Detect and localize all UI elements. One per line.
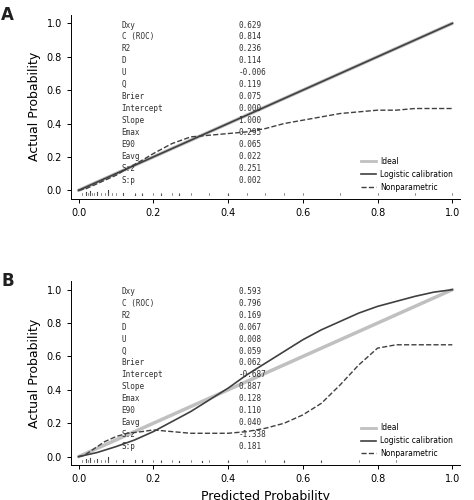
- Text: 0.169: 0.169: [238, 310, 261, 320]
- Y-axis label: Actual Probability: Actual Probability: [28, 52, 41, 162]
- Text: 0.065: 0.065: [238, 140, 261, 149]
- Text: Dxy: Dxy: [122, 20, 136, 30]
- Text: 0.796: 0.796: [238, 299, 261, 308]
- Text: 0.067: 0.067: [238, 322, 261, 332]
- Text: -1.338: -1.338: [238, 430, 266, 439]
- Text: R2: R2: [122, 310, 131, 320]
- Text: Brier: Brier: [122, 358, 145, 368]
- Text: A: A: [1, 6, 14, 24]
- Text: 0.629: 0.629: [238, 20, 261, 30]
- Text: Q: Q: [122, 346, 126, 356]
- Text: Intercept: Intercept: [122, 104, 163, 113]
- Text: Dxy: Dxy: [122, 287, 136, 296]
- Text: 0.887: 0.887: [238, 382, 261, 392]
- Text: Emax: Emax: [122, 394, 140, 404]
- Text: R2: R2: [122, 44, 131, 54]
- Text: B: B: [1, 272, 14, 290]
- Text: D: D: [122, 322, 126, 332]
- Text: E90: E90: [122, 140, 136, 149]
- Text: C (ROC): C (ROC): [122, 299, 154, 308]
- Legend: Ideal, Logistic calibration, Nonparametric: Ideal, Logistic calibration, Nonparametr…: [358, 154, 456, 195]
- Text: 0.059: 0.059: [238, 346, 261, 356]
- Text: Eavg: Eavg: [122, 418, 140, 427]
- Text: Brier: Brier: [122, 92, 145, 101]
- Y-axis label: Actual Probability: Actual Probability: [28, 318, 41, 428]
- Text: 0.022: 0.022: [238, 152, 261, 161]
- Text: 1.000: 1.000: [238, 116, 261, 125]
- Text: Slope: Slope: [122, 382, 145, 392]
- Text: C (ROC): C (ROC): [122, 32, 154, 42]
- Text: 0.062: 0.062: [238, 358, 261, 368]
- Text: Slope: Slope: [122, 116, 145, 125]
- Text: 0.295: 0.295: [238, 128, 261, 137]
- Text: -0.006: -0.006: [238, 68, 266, 78]
- Text: 0.128: 0.128: [238, 394, 261, 404]
- Text: Eavg: Eavg: [122, 152, 140, 161]
- Text: 0.000: 0.000: [238, 104, 261, 113]
- Text: S:z: S:z: [122, 164, 136, 173]
- Text: U: U: [122, 68, 126, 78]
- Text: U: U: [122, 334, 126, 344]
- Text: 0.114: 0.114: [238, 56, 261, 66]
- Text: S:p: S:p: [122, 176, 136, 184]
- Text: 0.002: 0.002: [238, 176, 261, 184]
- Text: S:p: S:p: [122, 442, 136, 451]
- Text: 0.040: 0.040: [238, 418, 261, 427]
- Text: -0.687: -0.687: [238, 370, 266, 380]
- Legend: Ideal, Logistic calibration, Nonparametric: Ideal, Logistic calibration, Nonparametr…: [358, 420, 456, 461]
- X-axis label: Predicted Probability: Predicted Probability: [201, 490, 330, 500]
- Text: 0.236: 0.236: [238, 44, 261, 54]
- Text: E90: E90: [122, 406, 136, 415]
- Text: Q: Q: [122, 80, 126, 89]
- Text: 0.119: 0.119: [238, 80, 261, 89]
- Text: 0.181: 0.181: [238, 442, 261, 451]
- Text: 0.075: 0.075: [238, 92, 261, 101]
- Text: S:z: S:z: [122, 430, 136, 439]
- Text: 0.593: 0.593: [238, 287, 261, 296]
- Text: Intercept: Intercept: [122, 370, 163, 380]
- Text: 0.251: 0.251: [238, 164, 261, 173]
- Text: 0.110: 0.110: [238, 406, 261, 415]
- Text: 0.008: 0.008: [238, 334, 261, 344]
- Text: 0.814: 0.814: [238, 32, 261, 42]
- Text: D: D: [122, 56, 126, 66]
- Text: Emax: Emax: [122, 128, 140, 137]
